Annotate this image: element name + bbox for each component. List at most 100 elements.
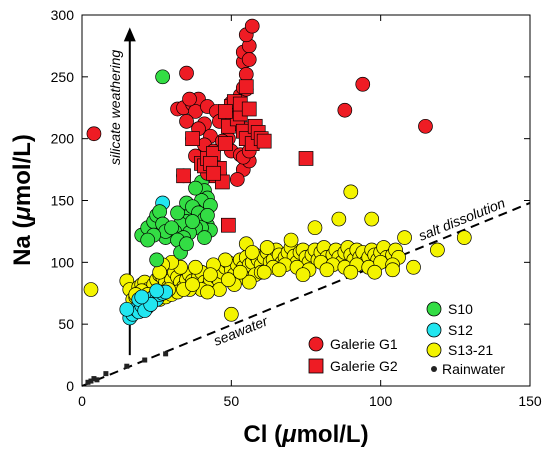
point-s10	[152, 204, 168, 219]
point-galerie-g2	[185, 131, 200, 147]
x-axis-title: Cl (μmol/L)	[243, 421, 368, 448]
point-s13-21	[385, 262, 400, 278]
point-s13-21	[307, 220, 323, 236]
point-s13-21	[343, 264, 359, 280]
point-s10	[170, 205, 185, 221]
point-galerie-g1	[179, 114, 194, 129]
point-galerie-g2	[218, 104, 233, 119]
legend-marker-s10	[426, 301, 442, 317]
point-s13-21	[232, 264, 248, 280]
annotation-seawater: seawater	[211, 312, 271, 349]
point-s13-21	[319, 262, 335, 278]
x-tick-label: 100	[369, 393, 393, 409]
point-s10	[197, 230, 212, 245]
point-s13-21	[406, 259, 421, 275]
point-s13-21	[430, 242, 445, 258]
point-s13-21	[397, 230, 412, 245]
point-galerie-g2	[176, 168, 191, 184]
y-tick-label: 300	[51, 7, 75, 23]
point-galerie-g1	[238, 67, 254, 82]
y-axis-title: Na (μmol/L)	[9, 134, 36, 266]
point-s13-21	[271, 262, 287, 278]
point-s13-21	[256, 264, 272, 280]
point-galerie-g1	[182, 91, 197, 107]
point-s13-21	[283, 232, 299, 248]
point-s12	[134, 289, 150, 305]
point-galerie-g2	[298, 151, 314, 166]
point-rainwater	[103, 371, 109, 377]
point-galerie-g2	[206, 165, 221, 181]
point-galerie-g1	[337, 102, 353, 118]
point-s13-21	[152, 264, 168, 280]
point-s13-21	[456, 230, 472, 245]
point-s13-21	[295, 267, 311, 283]
data-marks	[83, 18, 472, 385]
legend-marker-galerie-g2	[308, 358, 324, 374]
point-galerie-g1	[244, 18, 260, 34]
point-s12	[119, 301, 135, 317]
point-galerie-g1	[355, 76, 371, 92]
point-galerie-g1	[418, 118, 433, 134]
y-tick-label: 250	[51, 69, 75, 85]
point-rainwater	[163, 351, 169, 357]
point-rainwater	[91, 376, 97, 382]
point-s13-21	[223, 306, 239, 322]
legend-label-s13-21: S13-21	[448, 342, 493, 358]
y-tick-label: 0	[66, 378, 74, 394]
annotation-silicate-weathering: silicate weathering	[107, 50, 123, 165]
axis-ticks: 0 50 100 150 0 50 100 150 200 250 300	[51, 7, 542, 409]
legend-label-galerie-g1: Galerie G1	[330, 336, 398, 352]
point-galerie-g1	[86, 126, 102, 142]
point-galerie-g2	[238, 79, 254, 95]
x-tick-label: 0	[78, 393, 86, 409]
point-galerie-g2	[241, 101, 257, 117]
silicate-weathering-arrow-head	[123, 27, 136, 42]
legend-marker-galerie-g1	[308, 336, 324, 352]
legend: Galerie G1 Galerie G2 S10 S12 S13-21 Rai…	[308, 301, 505, 377]
legend-label-s10: S10	[448, 301, 473, 317]
legend-label-s12: S12	[448, 322, 473, 338]
y-tick-label: 150	[51, 193, 75, 209]
point-s13-21	[220, 272, 236, 287]
point-rainwater	[94, 377, 100, 383]
x-tick-label: 50	[224, 393, 240, 409]
y-tick-label: 200	[51, 131, 75, 147]
legend-label-rainwater: Rainwater	[442, 361, 505, 377]
x-tick-label: 150	[518, 393, 542, 409]
y-tick-label: 100	[51, 254, 75, 270]
point-rainwater	[85, 379, 91, 385]
point-s13-21	[259, 240, 275, 255]
legend-marker-s12	[426, 322, 442, 338]
point-galerie-g1	[179, 65, 194, 81]
point-rainwater	[142, 357, 148, 363]
point-s10	[188, 180, 203, 196]
point-s13-21	[364, 211, 380, 227]
point-galerie-g2	[256, 133, 272, 149]
point-s10	[155, 69, 170, 85]
point-s10	[164, 220, 179, 236]
point-rainwater	[124, 363, 130, 369]
point-s10	[140, 232, 156, 248]
point-s13-21	[367, 264, 383, 280]
point-s13-21	[343, 184, 359, 200]
point-s13-21	[188, 259, 203, 275]
point-s13-21	[185, 277, 200, 292]
point-s13-21	[83, 282, 99, 297]
point-s13-21	[244, 245, 260, 260]
point-s13-21	[200, 284, 215, 300]
legend-marker-rainwater	[431, 366, 437, 372]
point-s10	[179, 236, 194, 252]
point-s10	[185, 214, 200, 229]
legend-marker-s13-21	[426, 342, 442, 358]
point-s13-21	[331, 211, 347, 227]
point-galerie-g1	[229, 172, 245, 187]
y-tick-label: 50	[58, 316, 74, 332]
point-s13-21	[241, 274, 257, 290]
point-galerie-g2	[220, 217, 236, 233]
point-s13-21	[203, 267, 218, 283]
seawater-dilution-line	[81, 202, 531, 387]
point-galerie-g1	[241, 52, 257, 67]
point-s10	[149, 252, 165, 268]
